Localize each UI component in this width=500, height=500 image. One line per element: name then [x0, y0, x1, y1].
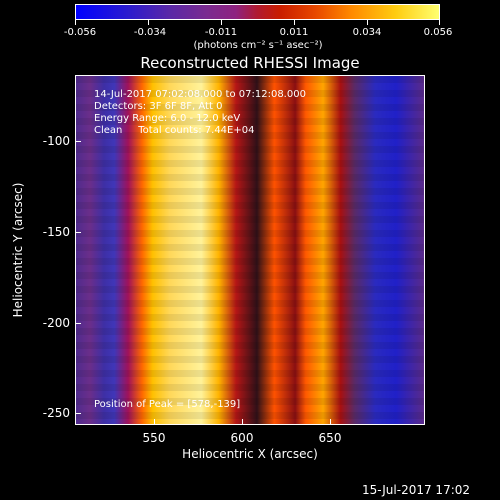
y-tick — [75, 232, 81, 233]
info-time-range: 14-Jul-2017 07:02:08.000 to 07:12:08.000 — [94, 89, 306, 100]
x-tick — [154, 419, 155, 425]
footer-date: 15-Jul-2017 17:02 — [362, 483, 471, 497]
colorbar-label: 0.034 — [352, 27, 382, 38]
y-tick-label: -200 — [42, 316, 70, 330]
colorbar-label: -0.056 — [63, 27, 97, 38]
info-energy-range: Energy Range: 6.0 - 12.0 keV — [94, 113, 241, 124]
y-tick — [75, 413, 81, 414]
colorbar-tick — [367, 20, 368, 25]
y-tick-label: -100 — [42, 134, 70, 148]
colorbar-label: -0.011 — [204, 27, 238, 38]
y-axis-title: Heliocentric Y (arcsec) — [11, 182, 25, 318]
y-tick-label: -250 — [42, 406, 70, 420]
plot-title: Reconstructed RHESSI Image — [140, 54, 360, 72]
x-tick-label: 550 — [142, 431, 166, 445]
colorbar-tick — [148, 20, 149, 25]
y-tick-label: -150 — [42, 225, 70, 239]
x-tick-label: 650 — [318, 431, 342, 445]
x-tick — [330, 419, 331, 425]
colorbar-tick — [294, 20, 295, 25]
info-total-counts: Clean Total counts: 7.44E+04 — [94, 125, 255, 136]
y-tick — [75, 141, 81, 142]
x-tick — [242, 419, 243, 425]
colorbar-tick — [439, 20, 440, 25]
y-tick — [75, 323, 81, 324]
colorbar — [75, 4, 440, 20]
x-tick-label: 600 — [230, 431, 254, 445]
colorbar-tick — [221, 20, 222, 25]
colorbar-units: (photons cm⁻² s⁻¹ asec⁻²) — [193, 40, 323, 51]
rhessi-image: 14-Jul-2017 07:02:08.000 to 07:12:08.000… — [75, 75, 425, 425]
info-detectors: Detectors: 3F 6F 8F, Att 0 — [94, 101, 223, 112]
colorbar-tick — [75, 20, 76, 25]
colorbar-label: 0.056 — [423, 27, 453, 38]
x-axis-title: Heliocentric X (arcsec) — [182, 447, 318, 461]
colorbar-label: 0.011 — [279, 27, 309, 38]
colorbar-label: -0.034 — [133, 27, 167, 38]
info-peak-position: Position of Peak = [578,-139] — [94, 399, 241, 410]
